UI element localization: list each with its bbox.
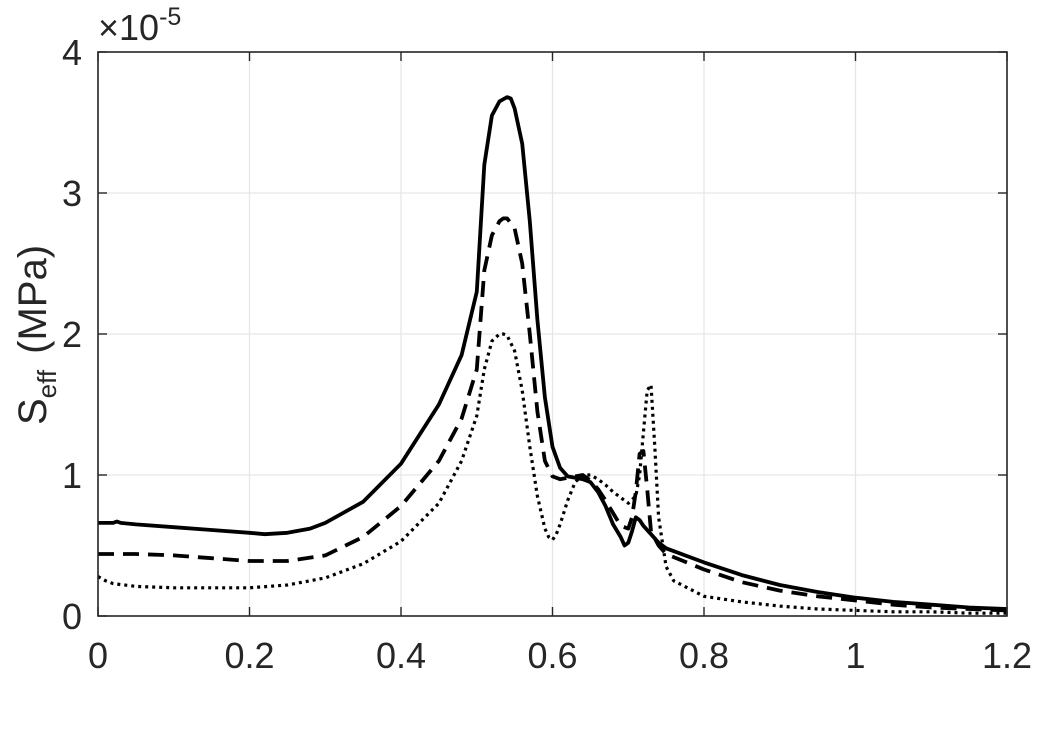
exponent-prefix: ×10 bbox=[98, 7, 159, 48]
series-line-solid bbox=[98, 95, 1008, 611]
x-tick-label: 0.6 bbox=[527, 635, 577, 676]
exponent-power: -5 bbox=[159, 3, 181, 31]
axis-ticks bbox=[97, 51, 1008, 617]
x-tick-label: 0.2 bbox=[224, 635, 274, 676]
y-axis-label-unit: (MPa) bbox=[11, 245, 55, 354]
y-axis-label-main: S bbox=[11, 398, 55, 425]
y-tick-label: 1 bbox=[62, 455, 82, 496]
y-tick-label: 4 bbox=[62, 32, 82, 73]
y-tick-label: 2 bbox=[62, 314, 82, 355]
x-tick-label: 1 bbox=[845, 635, 865, 676]
x-tick-label: 0.4 bbox=[376, 635, 426, 676]
y-tick-label: 3 bbox=[62, 173, 82, 214]
x-tick-label: 0.8 bbox=[679, 635, 729, 676]
x-tick-label: 1.2 bbox=[982, 635, 1032, 676]
x-tick-labels: 0 0.2 0.4 0.6 0.8 1 1.2 bbox=[88, 635, 1032, 676]
x-tick-label: 0 bbox=[88, 635, 108, 676]
y-axis-label-subscript: eff bbox=[32, 369, 62, 398]
series-line-dotted bbox=[97, 332, 1007, 615]
series-group bbox=[97, 95, 1008, 615]
series-line-dashed bbox=[98, 216, 1008, 613]
y-tick-label: 0 bbox=[62, 596, 82, 637]
y-axis-label: Seff (MPa) bbox=[11, 245, 62, 425]
y-tick-labels: 0 1 2 3 4 bbox=[62, 32, 82, 637]
y-axis-exponent-label: ×10-5 bbox=[98, 3, 181, 48]
